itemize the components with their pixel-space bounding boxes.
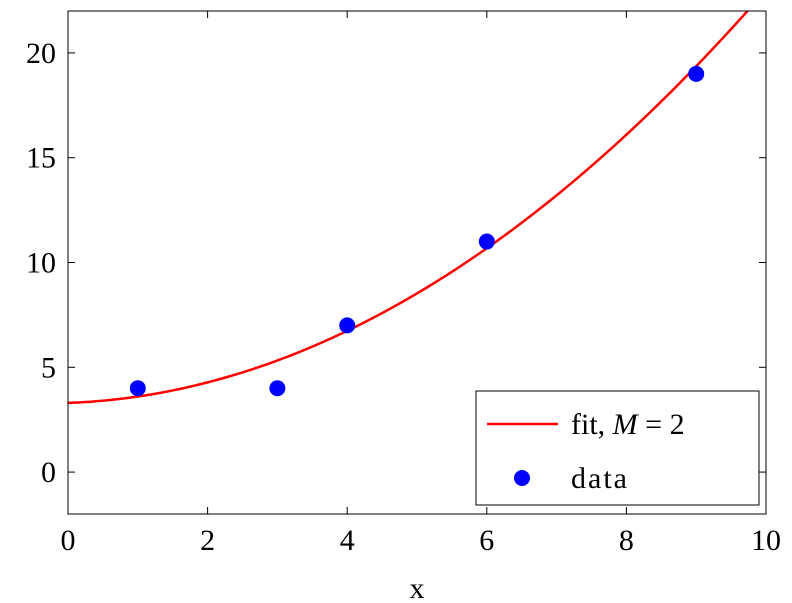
x-tick-label: 2 bbox=[200, 524, 215, 557]
legend-fit-prefix: fit, bbox=[571, 408, 613, 441]
plot-frame bbox=[67, 10, 767, 515]
data-point bbox=[478, 233, 495, 250]
data-point bbox=[339, 317, 356, 334]
legend-data-label: data bbox=[571, 462, 629, 495]
data-point bbox=[129, 380, 146, 397]
legend-fit-label: fit, M = 2 bbox=[571, 408, 685, 441]
y-tick-label: 5 bbox=[41, 351, 56, 384]
plot-marks bbox=[68, 11, 750, 405]
y-tick-label: 10 bbox=[26, 247, 56, 280]
y-tick-label: 0 bbox=[41, 456, 56, 489]
legend-fit-variable: M bbox=[612, 408, 640, 441]
y-tick-label: 15 bbox=[26, 142, 56, 175]
x-axis-label: x bbox=[410, 572, 425, 603]
data-point bbox=[688, 65, 705, 82]
data-point bbox=[269, 380, 286, 397]
y-tick-label: 20 bbox=[26, 37, 56, 70]
x-tick-label: 6 bbox=[479, 524, 494, 557]
legend-box bbox=[475, 390, 760, 506]
x-tick-label: 8 bbox=[619, 524, 634, 557]
tick-labels: 0 2 4 6 8 10 0 5 10 15 20 bbox=[26, 37, 781, 557]
legend-fit-suffix: = 2 bbox=[638, 408, 685, 441]
legend: fit, M = 2 data bbox=[475, 390, 760, 506]
x-tick-label: 10 bbox=[751, 524, 781, 557]
x-tick-label: 4 bbox=[340, 524, 355, 557]
fit-line bbox=[68, 11, 750, 405]
legend-data-marker bbox=[514, 470, 530, 486]
x-tick-label: 0 bbox=[61, 524, 76, 557]
